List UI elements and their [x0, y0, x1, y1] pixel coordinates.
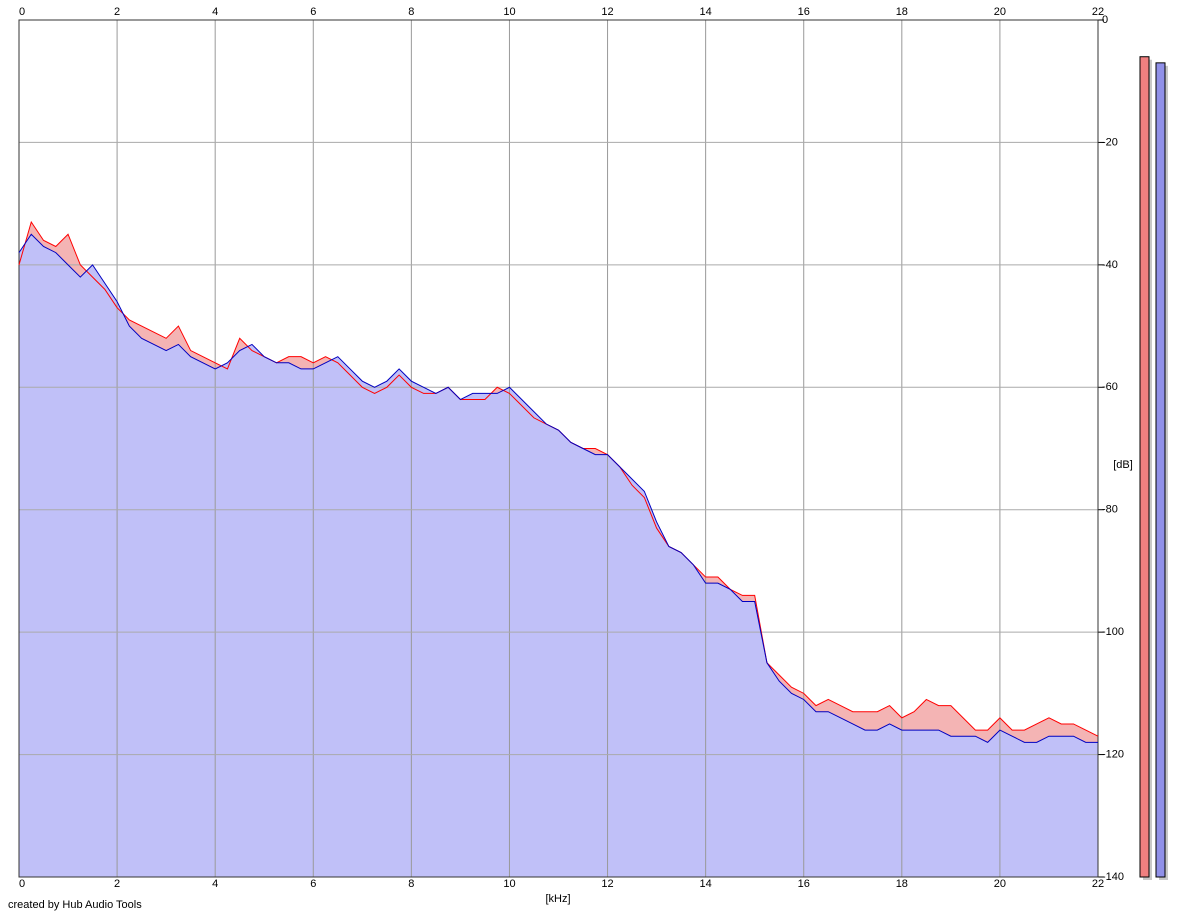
- x-axis-label: [kHz]: [545, 893, 570, 905]
- y-tick-label: -100: [1102, 626, 1124, 638]
- x-tick-label: 8: [408, 878, 414, 890]
- y-tick-label: -80: [1102, 504, 1118, 516]
- x-tick-label: 22: [1092, 878, 1104, 890]
- x-tick-label: 16: [798, 6, 810, 18]
- x-tick-label: 2: [114, 878, 120, 890]
- plot-frame: [18, 19, 1099, 878]
- level-meter: [1139, 56, 1150, 878]
- x-tick-label: 4: [212, 6, 218, 18]
- footer: created by Hub Audio Tools: [8, 899, 142, 911]
- x-tick-label: 12: [601, 6, 613, 18]
- x-tick-label: 2: [114, 6, 120, 18]
- x-tick-label: 18: [896, 878, 908, 890]
- spectrum-line: [18, 233, 1098, 743]
- x-tick-label: 12: [601, 878, 613, 890]
- y-tick-label: -40: [1102, 259, 1118, 271]
- x-tick-label: 16: [798, 878, 810, 890]
- x-tick-label: 14: [700, 6, 712, 18]
- x-tick-label: 8: [408, 6, 414, 18]
- y-tick-label: -120: [1102, 748, 1124, 760]
- x-tick-label: 20: [994, 878, 1006, 890]
- x-tick-label: 4: [212, 878, 218, 890]
- spectrum-area: [19, 234, 1098, 877]
- x-tick-label: 0: [19, 878, 25, 890]
- x-tick-label: 6: [310, 6, 316, 18]
- x-tick-label: 10: [503, 6, 515, 18]
- y-tick-label: -20: [1102, 136, 1118, 148]
- x-tick-label: 18: [896, 6, 908, 18]
- x-tick-label: 6: [310, 878, 316, 890]
- x-tick-label: 10: [503, 878, 515, 890]
- x-tick-label: 14: [700, 878, 712, 890]
- y-tick-label: 0: [1102, 14, 1108, 26]
- x-tick-label: 0: [19, 6, 25, 18]
- y-tick-label: -140: [1102, 871, 1124, 883]
- level-meter: [1155, 62, 1166, 878]
- y-axis-label: [dB]: [1113, 459, 1133, 471]
- y-tick-label: -60: [1102, 381, 1118, 393]
- x-tick-label: 20: [994, 6, 1006, 18]
- x-tick-label: 22: [1092, 6, 1104, 18]
